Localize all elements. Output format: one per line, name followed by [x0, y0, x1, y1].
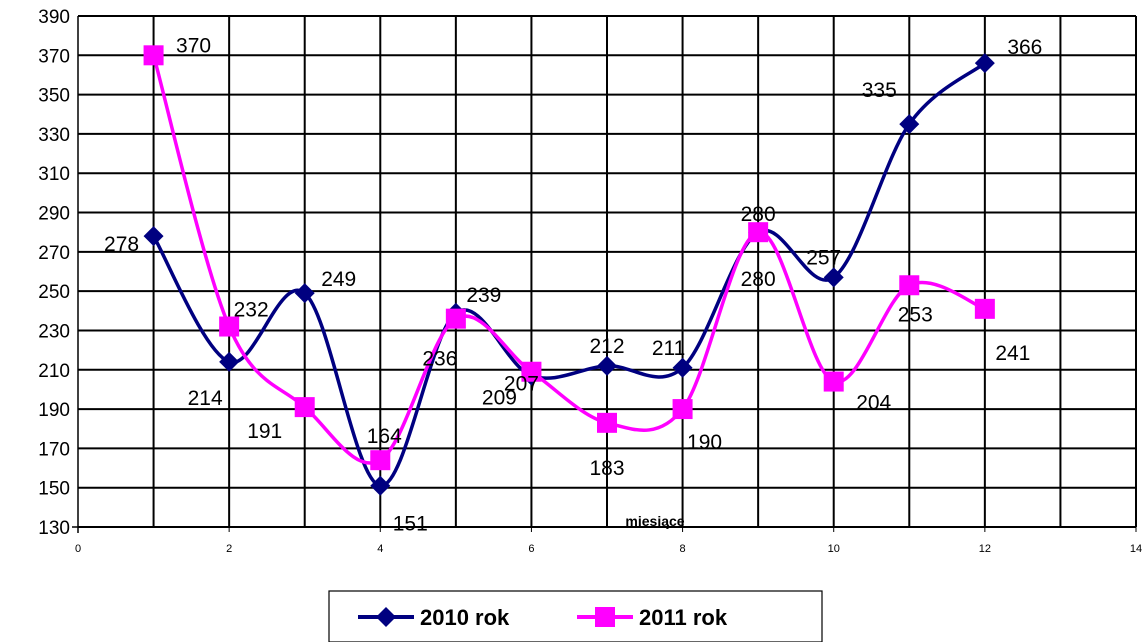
- data-point: [823, 371, 844, 392]
- data-point: [445, 308, 466, 329]
- data-point: [597, 412, 617, 433]
- y-tick-label: 290: [38, 204, 70, 225]
- y-tick-label: 350: [38, 86, 70, 107]
- data-label: 207: [504, 373, 539, 396]
- data-point: [219, 316, 240, 337]
- data-label: 241: [995, 342, 1030, 365]
- data-label: 204: [856, 392, 891, 415]
- x-tick-labels: 0 2 4 6 8 10 12 14: [75, 543, 1142, 555]
- x-tick-label: 4: [377, 543, 383, 555]
- data-label: 151: [393, 513, 428, 536]
- data-label: 209: [482, 387, 517, 410]
- data-label: 280: [741, 203, 776, 226]
- data-label: 236: [422, 348, 457, 371]
- data-label: 257: [806, 246, 841, 269]
- data-label: 280: [741, 268, 776, 291]
- data-point: [143, 45, 164, 66]
- x-tick-label: 8: [680, 543, 686, 555]
- data-label: 335: [862, 79, 897, 102]
- data-point: [899, 114, 920, 135]
- x-tick-label: 10: [828, 543, 840, 555]
- data-label: 232: [234, 299, 269, 322]
- y-tick-label: 310: [38, 164, 70, 185]
- y-tick-label: 130: [38, 518, 70, 539]
- series-2011-rok: [143, 45, 995, 471]
- y-tick-label: 370: [38, 46, 70, 67]
- data-label: 190: [687, 431, 722, 454]
- data-point: [370, 450, 391, 471]
- data-point: [294, 283, 315, 304]
- data-label: 191: [247, 420, 282, 443]
- data-point: [672, 399, 693, 420]
- y-tick-label: 210: [38, 361, 70, 382]
- y-tick-label: 270: [38, 243, 70, 264]
- y-tick-label: 230: [38, 321, 70, 342]
- x-tick-label: 14: [1130, 543, 1142, 555]
- series-layer: [143, 45, 995, 496]
- data-label: 211: [652, 337, 685, 360]
- legend: 2010 rok 2011 rok: [328, 590, 823, 642]
- legend-label: 2010 rok: [420, 605, 510, 630]
- data-point: [597, 355, 617, 376]
- x-tick-label: 2: [226, 543, 232, 555]
- y-tick-label: 330: [38, 125, 70, 146]
- data-point: [521, 361, 542, 382]
- legend-marker: [595, 607, 615, 627]
- data-point: [370, 475, 391, 496]
- data-label: 278: [104, 233, 139, 256]
- data-point: [899, 275, 920, 296]
- y-tick-label: 170: [38, 439, 70, 460]
- data-point: [974, 298, 995, 319]
- data-point: [748, 222, 769, 243]
- grid: [78, 15, 1137, 528]
- data-label: 249: [321, 268, 356, 291]
- data-label: 370: [176, 34, 211, 57]
- legend-marker: [376, 607, 396, 627]
- data-point: [672, 357, 693, 378]
- data-label: 212: [589, 335, 624, 358]
- y-tick-labels: 130 150 170 190 210 230 250 270 290 310 330 350 370 3…: [38, 7, 70, 539]
- data-label: 253: [898, 303, 933, 326]
- data-labels: 278 214 249 151 239 207 212 211 280 257 335 366 370 2…: [104, 34, 1042, 535]
- data-label: 366: [1007, 36, 1042, 59]
- x-tick-label: 0: [75, 543, 81, 555]
- data-point: [823, 267, 844, 288]
- legend-label: 2011 rok: [639, 605, 728, 630]
- data-point: [294, 397, 315, 418]
- legend-item-2010-rok: 2010 rok: [358, 605, 510, 630]
- y-tick-label: 250: [38, 282, 70, 303]
- x-tick-label: 6: [528, 543, 534, 555]
- y-tick-label: 190: [38, 400, 70, 421]
- y-tick-label: 150: [38, 479, 70, 500]
- data-label: 183: [589, 457, 624, 480]
- y-tick-label: 390: [38, 7, 70, 28]
- data-point: [143, 226, 164, 247]
- axes: [72, 16, 1137, 533]
- data-label: 239: [466, 284, 501, 307]
- data-point: [219, 351, 240, 372]
- legend-item-2011-rok: 2011 rok: [577, 605, 728, 630]
- x-tick-label: 12: [979, 543, 991, 555]
- data-point: [974, 53, 995, 74]
- data-label: 214: [188, 387, 223, 410]
- x-axis-label: miesiące: [625, 513, 684, 529]
- data-label: 164: [367, 425, 402, 448]
